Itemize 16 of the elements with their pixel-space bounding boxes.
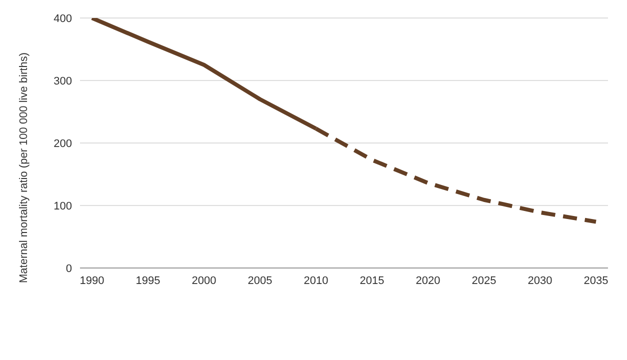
x-tick-label: 2020 bbox=[416, 274, 440, 287]
y-tick-label: 200 bbox=[54, 138, 72, 150]
y-tick-label: 100 bbox=[54, 200, 72, 212]
x-tick-label: 1995 bbox=[136, 274, 160, 287]
x-tick-label: 2000 bbox=[192, 274, 216, 287]
x-tick-label: 2010 bbox=[304, 274, 328, 287]
x-tick-label: 2025 bbox=[472, 274, 496, 287]
x-tick-label: 2005 bbox=[248, 274, 272, 287]
y-tick-label: 0 bbox=[66, 262, 72, 275]
x-tick-label: 2035 bbox=[584, 274, 608, 287]
x-tick-label: 2015 bbox=[360, 274, 384, 287]
y-tick-label: 400 bbox=[54, 12, 72, 25]
y-axis-title: Maternal mortality ratio (per 100 000 live births) bbox=[18, 52, 30, 283]
x-tick-label: 1990 bbox=[80, 274, 104, 287]
y-tick-label: 300 bbox=[54, 75, 72, 88]
x-tick-label: 2030 bbox=[528, 274, 552, 287]
